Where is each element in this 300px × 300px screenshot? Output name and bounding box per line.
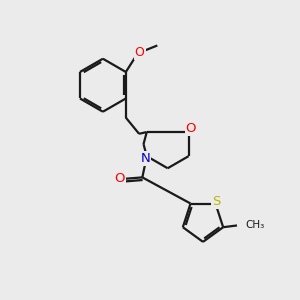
Text: CH₃: CH₃: [246, 220, 265, 230]
Text: O: O: [135, 46, 145, 59]
Text: S: S: [212, 195, 221, 208]
Text: O: O: [114, 172, 125, 185]
Text: O: O: [186, 122, 196, 135]
Text: N: N: [140, 152, 150, 165]
